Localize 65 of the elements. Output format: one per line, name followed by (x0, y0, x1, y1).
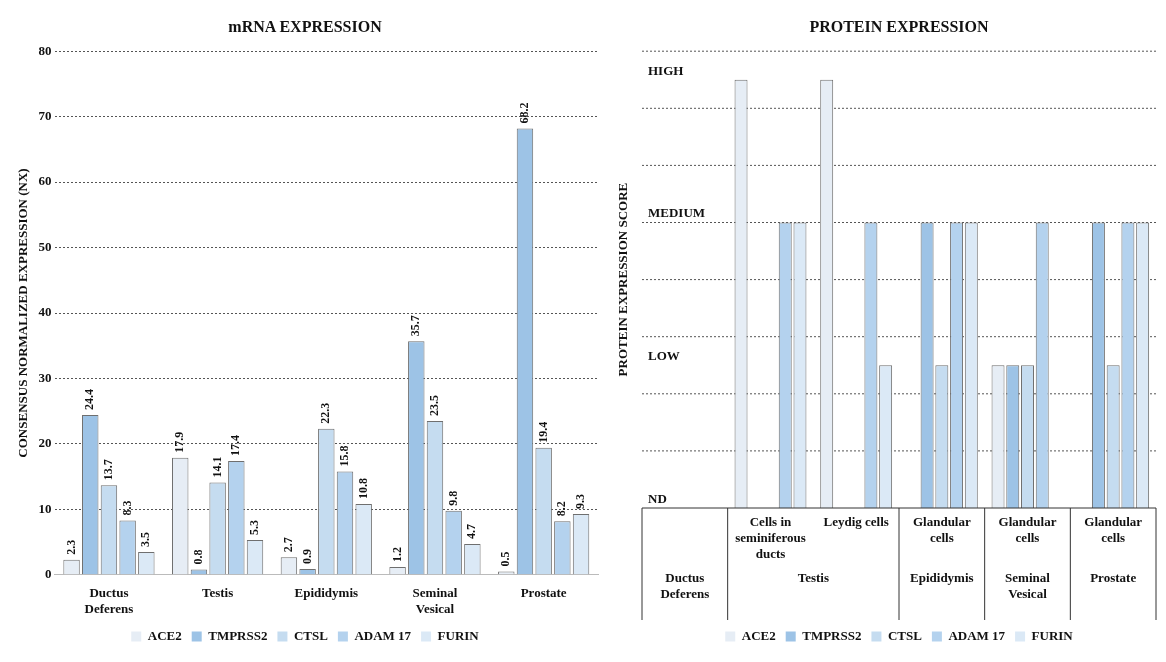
y-tick-label: 70 (38, 108, 52, 124)
x-tick-label: Cells in seminiferous ducts (735, 513, 806, 561)
data-label: 14.1 (209, 456, 224, 478)
y-tick-label: 50 (38, 238, 52, 254)
data-label: 9.8 (445, 490, 460, 506)
annotation: MEDIUM (648, 205, 706, 221)
x-tick-label: Leydig cells (823, 513, 889, 529)
data-label: 23.5 (427, 394, 442, 416)
y-axis-title: CONSENSUS NORMALIZED EXPRESSION (NX) (15, 168, 31, 458)
legend-label: FURIN (1031, 627, 1074, 643)
text: Testis (797, 569, 829, 585)
data-label: 17.4 (228, 434, 243, 456)
legend-label: ADAM 17 (948, 627, 1006, 643)
data-label: 35.7 (408, 315, 423, 337)
data-label: 9.3 (573, 493, 588, 509)
y-tick-label: 40 (38, 304, 52, 320)
data-label: 1.2 (389, 546, 404, 562)
x-tick-label: Seminal Vesical (412, 584, 458, 616)
legend-label: ADAM 17 (354, 627, 412, 643)
y-tick-label: 30 (38, 369, 52, 385)
data-label: 13.7 (101, 459, 116, 481)
data-label: 0.9 (299, 548, 314, 564)
data-label: 0.8 (191, 549, 206, 565)
x-tick-label: Glandular cells (998, 513, 1057, 545)
data-label: 19.4 (535, 421, 550, 443)
annotation: ND (648, 490, 667, 506)
data-label: 8.3 (119, 500, 134, 516)
x-tick-label: Epididymis (294, 584, 359, 600)
data-label: 2.3 (63, 539, 78, 555)
data-label: 68.2 (517, 102, 532, 124)
data-label: 10.8 (355, 478, 370, 500)
data-label: 15.8 (337, 445, 352, 467)
text: Epididymis (910, 569, 974, 585)
legend-label: ACE2 (741, 627, 776, 643)
data-label: 8.2 (554, 501, 569, 517)
data-label: 24.4 (82, 389, 97, 411)
x-tick-label: Prostate (520, 584, 567, 600)
data-label: 3.5 (138, 531, 153, 547)
chart-title: PROTEIN EXPRESSION (809, 17, 990, 35)
legend-label: FURIN (437, 627, 480, 643)
y-axis-title: PROTEIN EXPRESSION SCORE (615, 182, 631, 377)
y-tick-label: 80 (38, 42, 52, 58)
data-label: 0.5 (498, 551, 513, 567)
chart-title: mRNA EXPRESSION (228, 17, 383, 35)
x-tick-label: Glandular cells (1084, 513, 1143, 545)
data-label: 17.9 (172, 431, 187, 453)
legend-label: ACE2 (147, 627, 182, 643)
legend-label: CTSL (293, 627, 329, 643)
data-label: 2.7 (281, 537, 296, 553)
y-tick-label: 60 (38, 173, 52, 189)
legend-label: CTSL (887, 627, 923, 643)
legend-label: TMPRSS2 (208, 627, 268, 643)
legend-label: TMPRSS2 (802, 627, 862, 643)
data-label: 5.3 (247, 520, 262, 536)
text: Prostate (1090, 569, 1137, 585)
data-label: 4.7 (464, 524, 479, 540)
y-tick-label: 0 (45, 566, 52, 582)
x-tick-label: Ductus Deferens (84, 584, 134, 616)
x-tick-label: Testis (201, 584, 234, 600)
annotation: LOW (648, 348, 680, 364)
y-tick-label: 10 (38, 500, 52, 516)
x-tick-label: Glandular cells (912, 513, 971, 545)
y-tick-label: 20 (38, 435, 52, 451)
data-label: 22.3 (318, 402, 333, 424)
text: HIGH (648, 62, 684, 78)
